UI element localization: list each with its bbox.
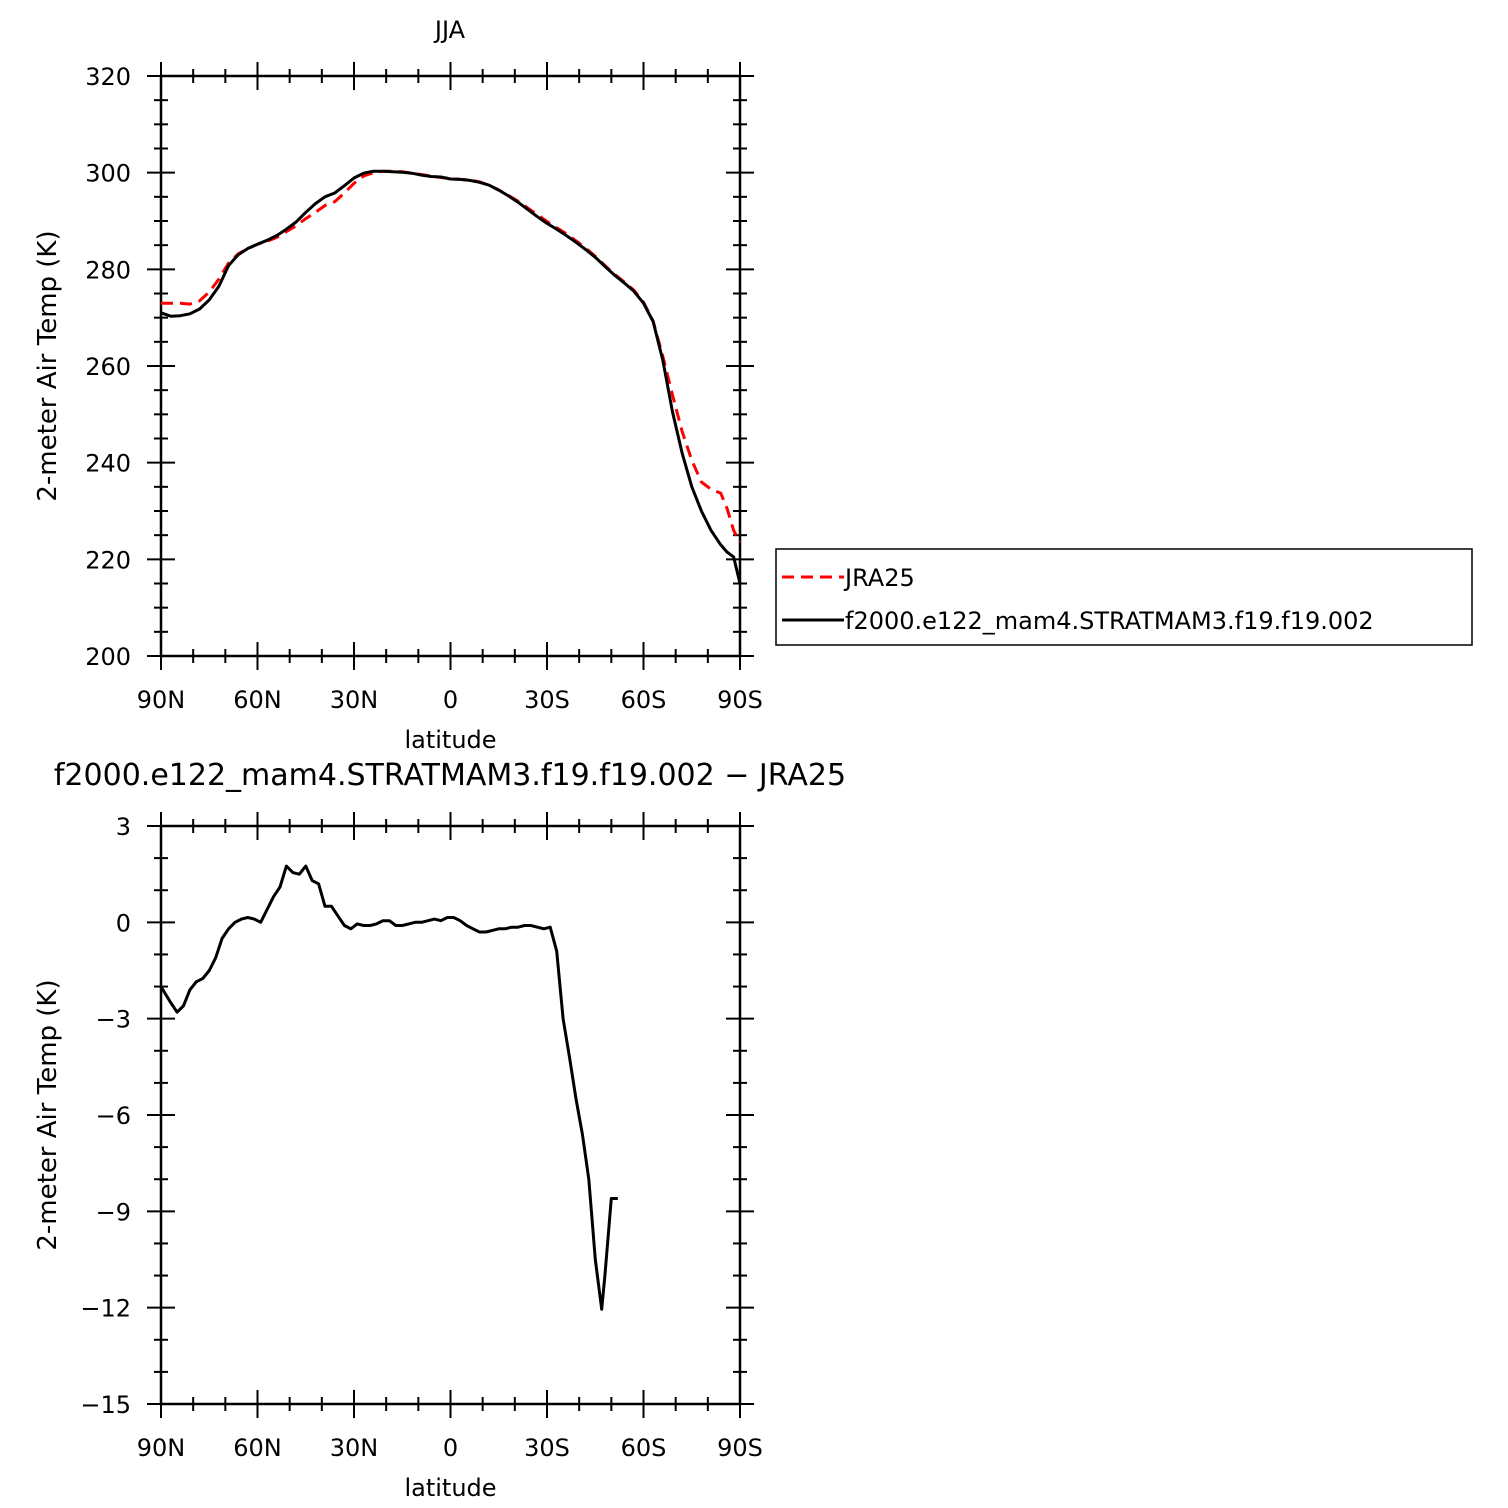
chart-title: f2000.e122_mam4.STRATMAM3.f19.f19.002 − … bbox=[54, 758, 846, 793]
y-axis-label: 2-meter Air Temp (K) bbox=[33, 979, 63, 1250]
y-axis-label: 2-meter Air Temp (K) bbox=[33, 230, 63, 501]
series-line-difference bbox=[159, 864, 618, 1311]
legend-box bbox=[775, 548, 1473, 646]
difference-panel-chart: 90N 60N 30N 0 30S 60S 90S −15 −12 −9 −6 −3 0 3 latitud… bbox=[33, 758, 846, 1502]
y-tick-label: −6 bbox=[96, 1102, 131, 1130]
y-tick-label: −15 bbox=[80, 1391, 131, 1419]
y-tick-label: −12 bbox=[80, 1295, 131, 1323]
x-axis-label: latitude bbox=[404, 1474, 496, 1502]
plot-frame bbox=[159, 824, 742, 1406]
y-tick-label: 200 bbox=[85, 643, 131, 671]
x-tick-label: 0 bbox=[443, 1434, 458, 1462]
y-tick-label: 320 bbox=[85, 63, 131, 91]
plot-frame bbox=[159, 74, 742, 658]
y-tick-label: 0 bbox=[116, 909, 131, 937]
y-tick-label: −9 bbox=[96, 1198, 131, 1226]
y-tick-label: 240 bbox=[85, 450, 131, 478]
legend-label: JRA25 bbox=[843, 564, 915, 592]
y-tick-label: 260 bbox=[85, 353, 131, 381]
x-tick-label: 60N bbox=[233, 686, 282, 714]
legend-label: f2000.e122_mam4.STRATMAM3.f19.f19.002 bbox=[845, 607, 1374, 635]
x-tick-label: 60N bbox=[233, 1434, 282, 1462]
x-tick-label: 90N bbox=[137, 1434, 186, 1462]
chart-title: JJA bbox=[433, 16, 466, 44]
x-tick-label: 60S bbox=[621, 1434, 667, 1462]
series-line-jra25 bbox=[161, 169, 742, 544]
y-tick-label: 3 bbox=[116, 813, 131, 841]
x-tick-label: 30S bbox=[524, 686, 570, 714]
x-tick-label: 0 bbox=[443, 686, 458, 714]
x-tick-label: 30N bbox=[330, 686, 379, 714]
series-line-f2000-e122-mam4-stratmam3-f19-f19-002 bbox=[160, 169, 742, 584]
y-tick-label: 220 bbox=[85, 546, 131, 574]
x-tick-label: 30S bbox=[524, 1434, 570, 1462]
legend: JRA25 f2000.e122_mam4.STRATMAM3.f19.f19.0… bbox=[775, 548, 1473, 646]
y-tick-label: 280 bbox=[85, 256, 131, 284]
y-tick-label: −3 bbox=[96, 1006, 131, 1034]
x-tick-label: 90N bbox=[137, 686, 186, 714]
x-axis-label: latitude bbox=[404, 726, 496, 754]
y-tick-label: 300 bbox=[85, 160, 131, 188]
x-tick-label: 60S bbox=[621, 686, 667, 714]
x-tick-label: 90S bbox=[717, 686, 763, 714]
x-tick-label: 30N bbox=[330, 1434, 379, 1462]
upper-panel-chart: 90N 60N 30N 0 30S 60S 90S 200 220 240 260 280 300 320… bbox=[33, 16, 763, 754]
x-tick-label: 90S bbox=[717, 1434, 763, 1462]
